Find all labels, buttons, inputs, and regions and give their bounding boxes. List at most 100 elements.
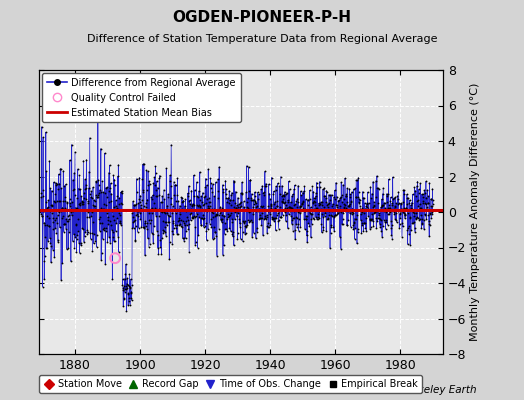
Point: [81, 176, 89, 182]
Point: [305, 195, 314, 202]
Point: [183, 222, 191, 228]
Point: [168, 227, 176, 234]
Point: [304, 220, 313, 226]
Point: [310, 198, 319, 204]
Point: [427, 196, 435, 202]
Point: [331, 196, 339, 202]
Point: [399, 191, 408, 197]
Point: [242, 189, 250, 196]
Point: [414, 190, 423, 196]
Point: [290, 186, 298, 192]
Point: [104, 221, 113, 227]
Point: [276, 214, 284, 220]
Point: [320, 204, 328, 210]
Point: [228, 219, 236, 225]
Point: [90, 230, 99, 237]
Point: [303, 197, 312, 203]
Point: [185, 249, 193, 255]
Point: [71, 149, 79, 155]
Point: [334, 197, 343, 204]
Point: [345, 203, 353, 209]
Point: [145, 210, 154, 216]
Point: [193, 193, 202, 200]
Point: [390, 195, 398, 201]
Point: [245, 219, 254, 225]
Point: [412, 216, 420, 222]
Point: [371, 209, 379, 215]
Point: [286, 203, 294, 210]
Point: [129, 224, 138, 231]
Point: [132, 222, 140, 229]
Point: [74, 216, 82, 222]
Point: [194, 232, 203, 238]
Point: [238, 179, 246, 185]
Point: [103, 184, 111, 190]
Point: [377, 228, 386, 234]
Point: [187, 210, 195, 216]
Point: [232, 204, 241, 211]
Point: [225, 188, 233, 194]
Point: [424, 212, 433, 218]
Point: [294, 221, 302, 228]
Point: [241, 217, 249, 224]
Point: [89, 240, 97, 246]
Point: [188, 201, 196, 208]
Point: [330, 214, 338, 220]
Point: [221, 178, 230, 184]
Point: [63, 200, 72, 206]
Point: [333, 204, 341, 210]
Point: [313, 216, 321, 222]
Point: [80, 233, 89, 239]
Point: [374, 200, 383, 206]
Point: [196, 204, 204, 210]
Point: [234, 194, 242, 201]
Point: [344, 208, 353, 214]
Point: [402, 205, 410, 211]
Point: [205, 195, 213, 201]
Point: [52, 182, 60, 189]
Point: [338, 221, 346, 227]
Point: [39, 134, 47, 141]
Point: [48, 202, 56, 209]
Point: [406, 242, 414, 248]
Point: [325, 212, 334, 218]
Point: [412, 183, 421, 189]
Point: [138, 176, 147, 182]
Point: [285, 178, 293, 185]
Point: [112, 197, 120, 204]
Point: [101, 150, 109, 156]
Point: [399, 199, 407, 206]
Point: [52, 229, 60, 236]
Point: [103, 239, 112, 245]
Point: [106, 239, 114, 246]
Point: [291, 226, 299, 233]
Point: [114, 173, 122, 180]
Point: [401, 205, 410, 211]
Point: [249, 230, 258, 236]
Point: [428, 210, 436, 217]
Point: [258, 204, 267, 210]
Point: [387, 232, 396, 238]
Point: [407, 207, 416, 214]
Point: [296, 224, 304, 230]
Point: [176, 211, 184, 218]
Point: [388, 222, 396, 228]
Point: [126, 302, 134, 308]
Point: [268, 214, 277, 220]
Point: [94, 182, 103, 188]
Point: [102, 210, 111, 216]
Point: [391, 203, 399, 209]
Point: [323, 202, 332, 208]
Point: [304, 196, 312, 203]
Point: [96, 220, 104, 226]
Point: [222, 186, 230, 192]
Point: [423, 187, 431, 193]
Point: [167, 200, 175, 207]
Point: [279, 200, 288, 207]
Point: [277, 193, 286, 200]
Point: [224, 213, 232, 220]
Point: [398, 220, 407, 226]
Point: [112, 220, 121, 226]
Point: [319, 214, 327, 220]
Point: [106, 185, 114, 192]
